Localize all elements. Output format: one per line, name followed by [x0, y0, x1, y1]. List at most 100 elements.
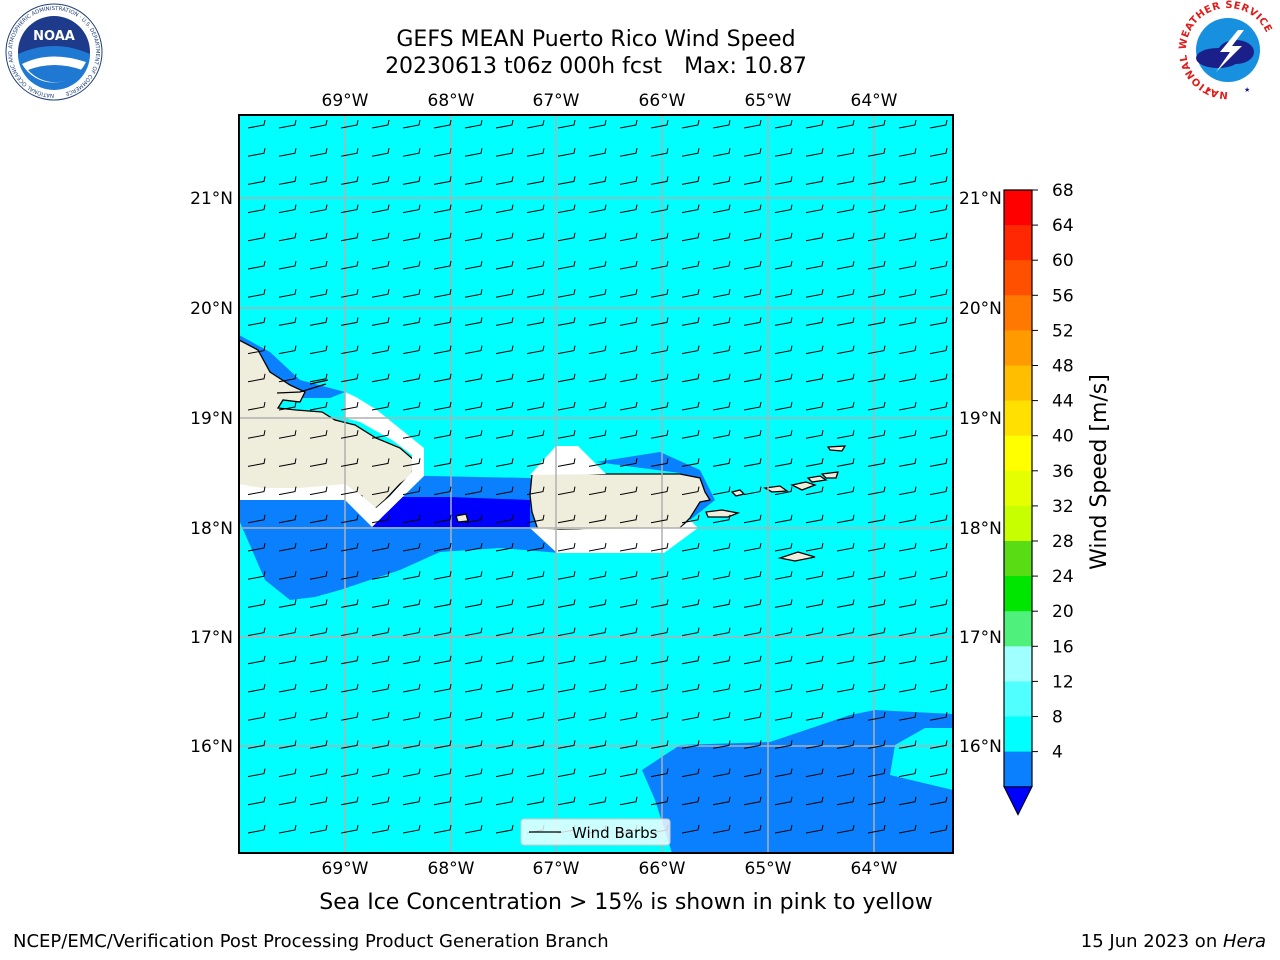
wind-barb [836, 486, 855, 496]
wind-barb [557, 486, 576, 496]
colorbar-segment [1004, 505, 1032, 542]
wind-barb [588, 514, 607, 524]
wind-barb [805, 542, 824, 552]
wind-barb [309, 571, 328, 580]
wind-barb [588, 430, 607, 439]
wind-barb [588, 768, 607, 778]
colorbar-tick-label: 8 [1052, 708, 1063, 728]
colorbar-segment [1004, 576, 1032, 612]
wind-barb [278, 345, 297, 355]
wind-barb [557, 599, 576, 608]
wind-barb [712, 176, 731, 185]
wind-barb [743, 232, 762, 242]
colorbar-under-triangle [1003, 786, 1033, 816]
wind-barb [836, 401, 855, 411]
wind-barb [898, 571, 917, 580]
wind-barb [495, 401, 514, 411]
wind-barb [402, 260, 421, 270]
wind-barb [805, 430, 824, 439]
wind-barb [681, 514, 700, 524]
wind-barb [774, 712, 793, 721]
wind-barb [836, 204, 855, 214]
wind-barb [836, 796, 855, 806]
wind-barb [371, 542, 390, 552]
wind-barb [712, 204, 731, 214]
wind-barb [402, 599, 421, 608]
wind-barb [898, 232, 917, 242]
wind-barb [464, 571, 483, 580]
wind-barb [867, 317, 886, 326]
wind-barb [588, 176, 607, 185]
lat-right-label: 20°N [959, 299, 1002, 319]
wind-barb [774, 317, 793, 326]
wind-barb [588, 740, 607, 749]
wind-barb [743, 486, 762, 496]
wind-barb [371, 289, 390, 298]
wind-barb [774, 683, 793, 693]
wind-barb [743, 514, 762, 524]
wind-barb [774, 232, 793, 242]
wind-barb [681, 796, 700, 806]
wind-barb [278, 712, 297, 721]
wind-barb [619, 345, 638, 355]
wind-barb [433, 768, 452, 778]
wind-barb [464, 486, 483, 496]
wind-barb [557, 119, 576, 129]
virgin-gorda [820, 471, 839, 479]
wind-barb [619, 712, 638, 721]
wind-barb [247, 542, 266, 552]
wind-barb [929, 599, 948, 608]
wind-barb [619, 542, 638, 552]
wind-barb [836, 232, 855, 242]
wind-barb [743, 824, 762, 834]
wind-barb [526, 768, 545, 778]
wind-barb [309, 430, 328, 439]
colorbar-label: Wind Speed [m/s] [1087, 374, 1112, 570]
wind-barb [464, 796, 483, 806]
wind-barb [836, 176, 855, 185]
colorbar-tick-label: 52 [1052, 321, 1074, 341]
wind-barb [805, 401, 824, 411]
wind-barb [712, 542, 731, 552]
wind-barb [278, 542, 297, 552]
wind-barb [526, 599, 545, 608]
lon-bottom-label: 68°W [428, 859, 475, 879]
wind-barb [340, 796, 359, 806]
wind-barb [433, 627, 452, 637]
wind-barb [278, 458, 297, 467]
wind-barb [867, 712, 886, 721]
wind-barb [557, 514, 576, 524]
wind-barb [247, 627, 266, 637]
wind-barb [929, 401, 948, 411]
wind-barb [247, 119, 266, 129]
wind-barb [805, 768, 824, 778]
wind-barb [712, 430, 731, 439]
wind-barb [402, 768, 421, 778]
wind-barb [836, 740, 855, 749]
wind-barb [433, 740, 452, 749]
wind-barb [836, 768, 855, 778]
wind-barb [495, 430, 514, 439]
wind-barb [867, 401, 886, 411]
wind-barb [495, 514, 514, 524]
wind-barb [867, 599, 886, 608]
wind-barb [836, 430, 855, 439]
wind-barb [309, 768, 328, 778]
wind-barb [402, 712, 421, 721]
wind-barb [867, 260, 886, 270]
wind-barb [340, 740, 359, 749]
sea-ice-caption: Sea Ice Concentration > 15% is shown in … [319, 890, 933, 915]
wind-barb [805, 260, 824, 270]
wind-barb [805, 345, 824, 355]
wind-barb [464, 119, 483, 129]
wind-barb [898, 514, 917, 524]
wind-barb [929, 796, 948, 806]
footer-date: 15 Jun 2023 on Hera [1081, 931, 1266, 952]
wind-barb [712, 768, 731, 778]
wind-barb [402, 655, 421, 665]
lat-left-label: 19°N [190, 409, 233, 429]
wind-barb [557, 204, 576, 214]
wind-barb [371, 683, 390, 693]
wind-barb [650, 514, 669, 524]
wind-barb [588, 289, 607, 298]
